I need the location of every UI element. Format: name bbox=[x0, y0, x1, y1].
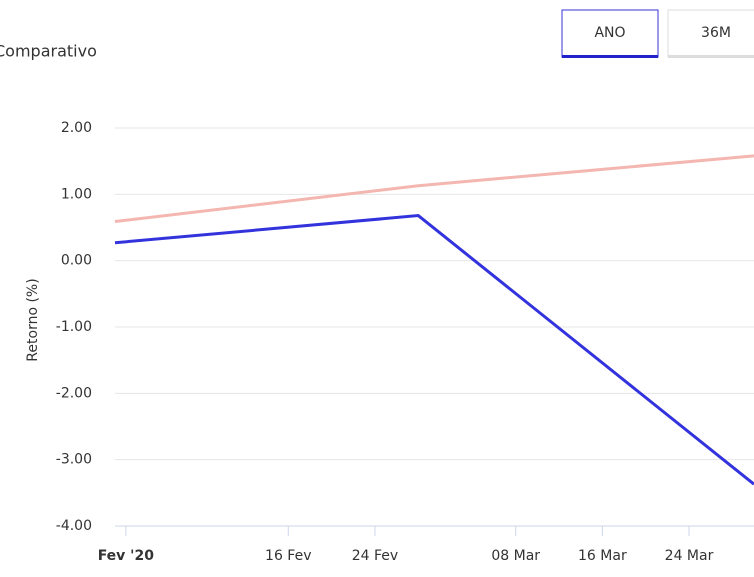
series-line bbox=[114, 214, 754, 486]
x-tick-label: 16 Fev bbox=[265, 548, 311, 564]
button-label[interactable]: ANO bbox=[594, 25, 625, 41]
series-line bbox=[114, 154, 754, 224]
y-axis-label: Retorno (%) bbox=[25, 278, 41, 361]
button-label[interactable]: 36M bbox=[701, 25, 731, 41]
y-tick-label: 0.00 bbox=[61, 253, 92, 269]
y-tick-label: -1.00 bbox=[56, 319, 92, 335]
y-tick-label: -2.00 bbox=[56, 385, 92, 401]
chart-title: Comparativo bbox=[0, 42, 97, 61]
y-tick-label: -4.00 bbox=[56, 518, 92, 534]
button-underline bbox=[562, 55, 658, 58]
button-underline bbox=[668, 55, 754, 58]
y-tick-label: 1.00 bbox=[61, 186, 92, 202]
x-tick-label: 08 Mar bbox=[491, 548, 540, 564]
x-tick-label: Fev '20 bbox=[98, 548, 155, 564]
button-ano[interactable] bbox=[561, 9, 659, 58]
x-tick-label: 16 Mar bbox=[578, 548, 627, 564]
y-tick-label: 2.00 bbox=[61, 120, 92, 136]
x-tick-label: 24 Mar bbox=[665, 548, 714, 564]
x-tick-label: 24 Fev bbox=[352, 548, 398, 564]
button-36m[interactable] bbox=[667, 9, 754, 58]
y-tick-label: -3.00 bbox=[56, 452, 92, 468]
